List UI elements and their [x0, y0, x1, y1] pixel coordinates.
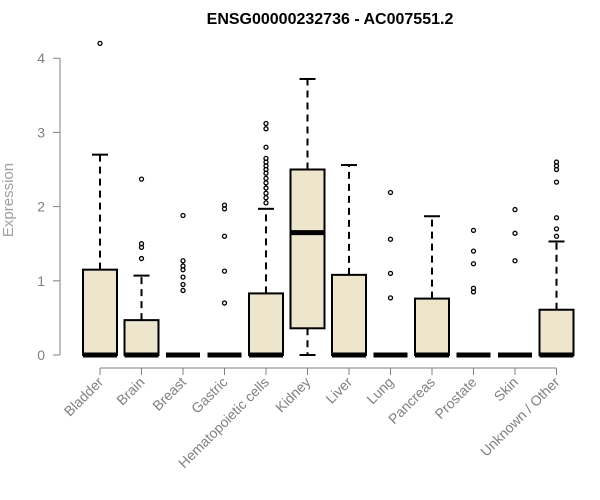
outlier-point	[263, 155, 269, 162]
outlier-point	[180, 212, 186, 219]
box-group	[331, 164, 367, 358]
box-iqr	[82, 268, 118, 357]
outlier-point	[387, 189, 394, 196]
box-group	[538, 159, 575, 358]
outlier-point	[263, 195, 269, 201]
y-tick-label: 4	[37, 50, 45, 66]
outlier-point	[180, 258, 186, 264]
chart-title: ENSG00000232736 - AC007551.2	[207, 11, 454, 28]
x-tick-label: Liver	[322, 374, 355, 407]
outlier-point	[470, 248, 477, 254]
outlier-point	[180, 287, 186, 294]
y-tick-label: 0	[37, 347, 45, 363]
outlier-point	[263, 180, 269, 186]
outlier-point	[263, 126, 269, 132]
box-group	[373, 189, 408, 358]
x-tick-label: Skin	[491, 374, 522, 405]
outlier-point	[553, 159, 560, 165]
outlier-point	[97, 40, 103, 47]
box-iqr	[414, 297, 450, 356]
outlier-point	[512, 230, 518, 236]
outlier-point	[138, 176, 145, 182]
x-tick-label: Breast	[149, 374, 189, 414]
outlier-point	[221, 202, 228, 208]
x-tick-label: Kidney	[272, 374, 314, 416]
x-tick-label: Unknown / Other	[477, 374, 563, 460]
y-tick-label: 3	[37, 124, 45, 140]
x-tick-label: Bladder	[61, 374, 107, 420]
outlier-point	[263, 190, 269, 196]
box-iqr	[248, 292, 284, 356]
outlier-point	[470, 227, 477, 233]
outlier-point	[387, 295, 394, 301]
outlier-point	[138, 241, 145, 247]
box-group	[289, 77, 326, 356]
box-iqr	[538, 308, 575, 357]
outlier-point	[387, 270, 394, 277]
outlier-point	[512, 206, 518, 213]
outlier-point	[387, 236, 394, 242]
outlier-point	[263, 144, 269, 150]
outlier-point	[512, 258, 518, 264]
y-axis-label: Expression	[0, 163, 17, 237]
outlier-point	[553, 226, 560, 232]
outlier-point	[263, 175, 269, 182]
outlier-point	[180, 274, 186, 280]
box-iqr	[331, 273, 367, 357]
x-tick-label: Prostate	[431, 374, 479, 422]
outlier-point	[138, 255, 145, 262]
y-axis: 0 1 2 3 4	[37, 50, 61, 363]
box-group	[123, 176, 160, 358]
outlier-point	[470, 285, 477, 291]
box-iqr	[123, 319, 160, 357]
outlier-point	[553, 179, 560, 185]
outlier-point	[180, 263, 186, 269]
x-tick-label: Lung	[363, 374, 396, 407]
outlier-point	[221, 300, 228, 306]
y-tick-label: 1	[37, 273, 45, 289]
outlier-point	[180, 281, 186, 288]
outlier-point	[553, 215, 560, 221]
outlier-point	[470, 261, 477, 267]
outlier-point	[263, 200, 269, 206]
outlier-point	[553, 233, 560, 239]
box-group	[207, 202, 242, 358]
outlier-point	[221, 233, 228, 239]
y-tick-label: 2	[37, 199, 45, 215]
box-group	[82, 40, 118, 358]
box-iqr	[289, 168, 326, 330]
box-group	[456, 227, 491, 358]
x-tick-label: Brain	[113, 374, 147, 408]
outlier-point	[221, 268, 228, 274]
box-group	[166, 212, 200, 358]
box-group	[414, 215, 450, 358]
box-group	[498, 206, 532, 358]
box-group	[248, 120, 284, 358]
box-series	[82, 40, 575, 358]
outlier-point	[263, 185, 269, 191]
outlier-point	[263, 120, 269, 127]
